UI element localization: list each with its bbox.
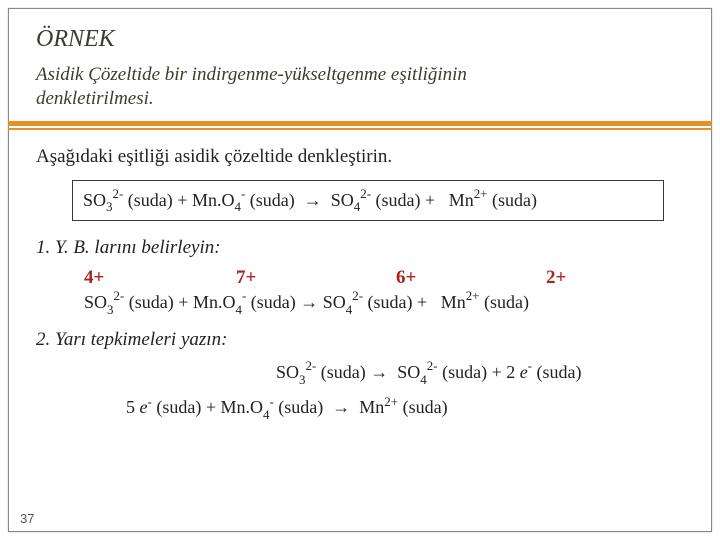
instruction-text: Aşağıdaki eşitliği asidik çözeltide denk…	[36, 146, 684, 168]
s1-mn-sup: 2+	[466, 288, 480, 303]
slide-title: ÖRNEK	[36, 26, 684, 53]
s1-so3-sup: 2-	[114, 288, 125, 303]
eq-so4: SO	[331, 190, 354, 210]
step1-label: 1. Y. B. larını belirleyin:	[36, 237, 684, 259]
h2-mno4-sup: -	[269, 394, 273, 409]
s1-mno4: Mn.O	[193, 292, 236, 312]
subtitle-line1: Asidik Çözeltide bir indirgenme-yükseltg…	[36, 64, 467, 85]
s1-so3-sub: 3	[107, 302, 113, 317]
s1-mno4-sub: 4	[235, 302, 241, 317]
divider-thin	[8, 128, 712, 130]
eq-mno4-sup: -	[241, 186, 245, 201]
eq-suda2: (suda)	[250, 190, 295, 210]
h2-suda1: (suda)	[156, 397, 201, 417]
h2-mno4: Mn.O	[220, 397, 263, 417]
h1-so4: SO	[397, 362, 420, 382]
h2-suda2: (suda)	[278, 397, 323, 417]
eq-so4-sup: 2-	[360, 186, 371, 201]
h1-so3-sub: 3	[299, 372, 305, 387]
h2-five: 5	[126, 397, 135, 417]
h2-mn-sup: 2+	[384, 394, 398, 409]
equation-box: SO32- (suda) + Mn.O4- (suda) → SO42- (su…	[72, 180, 664, 222]
ox-d: 2+	[546, 267, 566, 289]
s1-so3: SO	[84, 292, 107, 312]
h1-so3-sup: 2-	[306, 358, 317, 373]
eq-plus2: +	[425, 190, 435, 210]
h2-e: e	[140, 397, 148, 417]
eq-suda4: (suda)	[492, 190, 537, 210]
h2-arrow: →	[332, 397, 350, 417]
s1-arrow: →	[300, 292, 318, 312]
eq-mno4: Mn.O	[192, 190, 235, 210]
eq-so3: SO	[83, 190, 106, 210]
h2-mno4-sub: 4	[263, 407, 269, 422]
h1-e: e	[520, 362, 528, 382]
h1-suda2: (suda)	[442, 362, 487, 382]
eq-so4-sub: 4	[354, 199, 360, 214]
h2-mn: Mn	[359, 397, 384, 417]
ox-b: 7+	[236, 267, 396, 289]
subtitle-line2: denkletirilmesi.	[36, 88, 154, 109]
h1-arrow: →	[370, 362, 388, 382]
h1-so3: SO	[276, 362, 299, 382]
eq-mn-sup: 2+	[474, 186, 488, 201]
h1-suda3: (suda)	[537, 362, 582, 382]
divider-thick	[8, 121, 712, 126]
page-number: 37	[20, 511, 34, 526]
eq-suda1: (suda)	[128, 190, 173, 210]
step1-equation: SO32- (suda) + Mn.O4- (suda) → SO42- (su…	[84, 289, 684, 317]
eq-so3-sup: 2-	[113, 186, 124, 201]
h1-so4-sub: 4	[420, 372, 426, 387]
s1-mno4-sup: -	[242, 288, 246, 303]
slide-subtitle: Asidik Çözeltide bir indirgenme-yükseltg…	[36, 63, 684, 111]
h1-suda1: (suda)	[321, 362, 366, 382]
s1-suda3: (suda)	[368, 292, 413, 312]
s1-so4-sub: 4	[346, 302, 352, 317]
h1-so4-sup: 2-	[427, 358, 438, 373]
ox-c: 6+	[396, 267, 546, 289]
ox-a: 4+	[84, 267, 236, 289]
s1-suda1: (suda)	[129, 292, 174, 312]
eq-plus1: +	[177, 190, 187, 210]
s1-plus2: +	[417, 292, 427, 312]
s1-suda4: (suda)	[484, 292, 529, 312]
oxidation-row: 4+ 7+ 6+ 2+	[84, 267, 684, 289]
h1-e-sup: -	[528, 358, 532, 373]
eq-mno4-sub: 4	[234, 199, 240, 214]
eq-arrow: →	[304, 190, 322, 210]
step2-label: 2. Yarı tepkimeleri yazın:	[36, 329, 684, 351]
s1-so4-sup: 2-	[352, 288, 363, 303]
eq-suda3: (suda)	[376, 190, 421, 210]
half-reaction-2: 5 e- (suda) + Mn.O4- (suda) → Mn2+ (suda…	[36, 394, 684, 422]
h2-suda3: (suda)	[403, 397, 448, 417]
half-reaction-1: SO32- (suda) → SO42- (suda) + 2 e- (suda…	[36, 359, 684, 387]
eq-mn: Mn	[449, 190, 474, 210]
s1-plus1: +	[178, 292, 188, 312]
s1-so4: SO	[323, 292, 346, 312]
h1-two: 2	[506, 362, 515, 382]
s1-suda2: (suda)	[251, 292, 296, 312]
eq-so3-sub: 3	[106, 199, 112, 214]
s1-mn: Mn	[441, 292, 466, 312]
h2-e-sup: -	[148, 394, 152, 409]
h2-plus: +	[206, 397, 216, 417]
h1-plus: +	[492, 362, 502, 382]
